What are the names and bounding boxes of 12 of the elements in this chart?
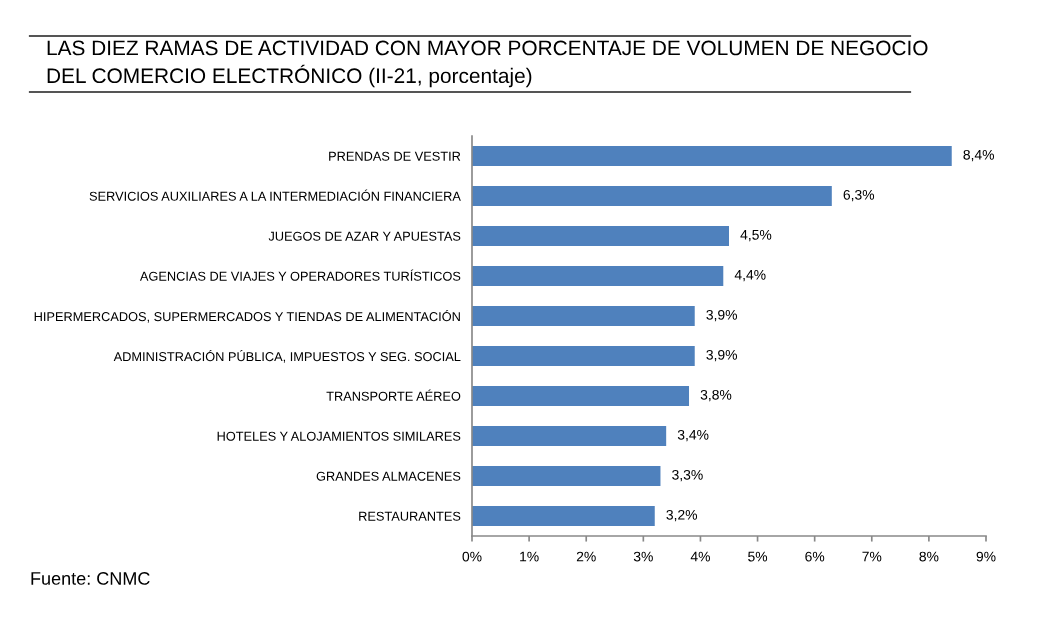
source-note: Fuente: CNMC: [31, 572, 150, 585]
bar: [472, 146, 952, 166]
bar: [472, 306, 695, 326]
bar: [472, 506, 655, 526]
chart-title: LAS DIEZ RAMAS DE ACTIVIDAD CON MAYOR PORCENTAJE DE VOLUMEN DE NEGOCIO DEL COMERCIO ELECTRÓNICO (II-21, porcentaje): [47, 40, 928, 88]
bar: [472, 186, 832, 206]
bar: [472, 346, 695, 366]
bar: [472, 226, 729, 246]
bar: [472, 466, 661, 486]
bar: [472, 386, 690, 406]
bar: [472, 426, 667, 446]
bar: [472, 266, 724, 286]
